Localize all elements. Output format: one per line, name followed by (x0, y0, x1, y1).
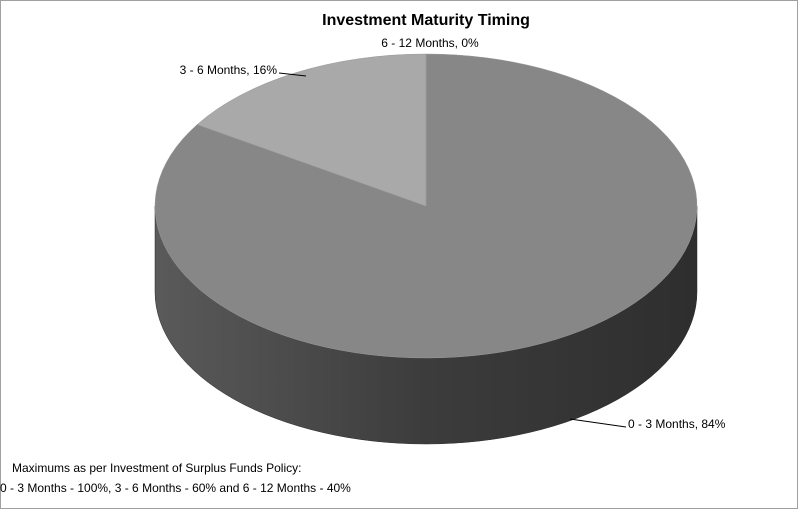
pie-slice (196, 53, 427, 207)
leader-line (278, 72, 307, 77)
data-label: 6 - 12 Months, 0% (381, 36, 479, 50)
data-label: 0 - 3 Months, 84% (628, 417, 726, 431)
note: 0 - 3 Months - 100%, 3 - 6 Months - 60% … (0, 481, 351, 495)
chart-title: Investment Maturity Timing (322, 12, 530, 29)
pie-slice (154, 53, 698, 359)
note: Maximums as per Investment of Surplus Fu… (12, 461, 301, 475)
data-label: 3 - 6 Months, 16% (180, 63, 278, 77)
leader-line (569, 418, 627, 428)
